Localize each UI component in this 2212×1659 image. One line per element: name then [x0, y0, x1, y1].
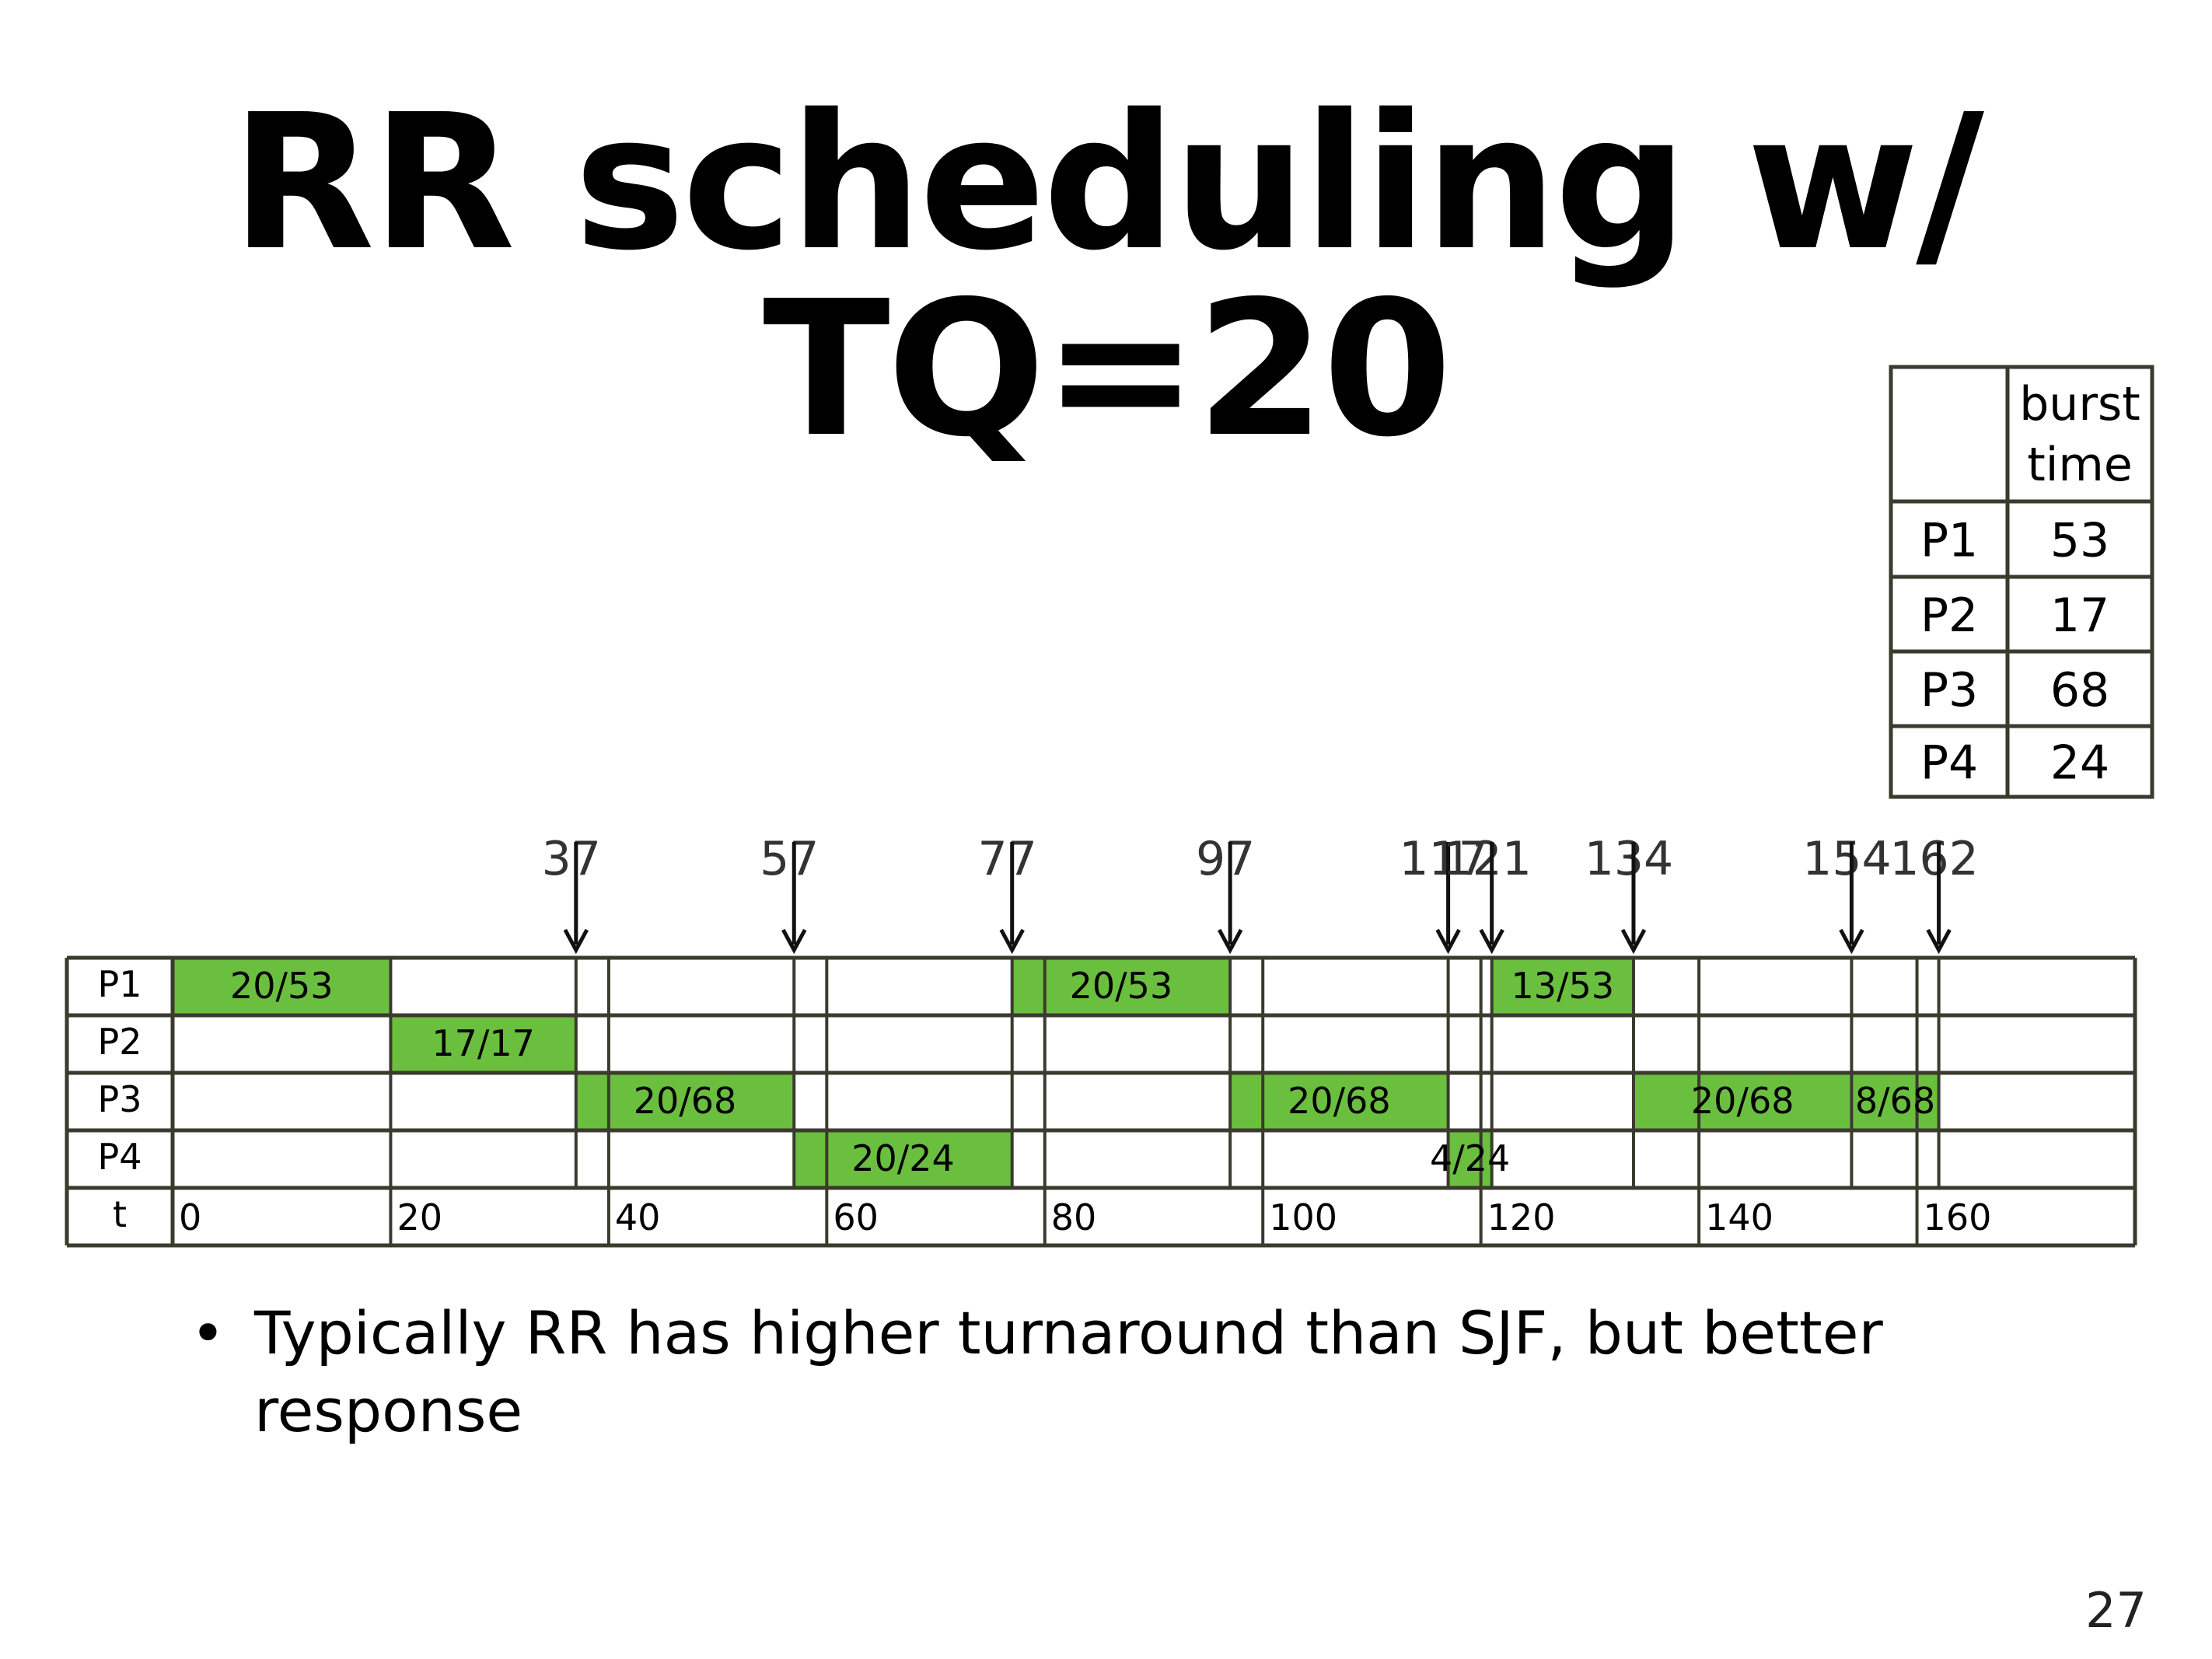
gantt-segment-label: 20/24 [851, 1137, 955, 1179]
gantt-segment [1633, 1073, 1852, 1130]
burst-table-process: P4 [1920, 736, 1978, 791]
gantt-marker-arrowhead [1926, 928, 1952, 955]
gantt-marker-arrowhead [563, 928, 589, 955]
gantt-segment [794, 1130, 1012, 1188]
gantt-segment [1851, 1073, 1939, 1130]
gantt-segment-label: 20/68 [634, 1080, 737, 1122]
gantt-tick-label: 100 [1269, 1196, 1337, 1238]
gantt-segment [1448, 1130, 1492, 1188]
gantt-marker-arrowhead [999, 928, 1025, 955]
gantt-tick-label: 0 [179, 1196, 201, 1238]
burst-table-frame [1889, 365, 2154, 799]
gantt-segment [575, 1073, 795, 1130]
gantt-row-label: P1 [97, 963, 142, 1005]
gantt-tick-label: 120 [1487, 1196, 1556, 1238]
gantt-row-label: P3 [97, 1078, 142, 1120]
burst-table-burst: 53 [2050, 514, 2109, 568]
gantt-segment-label: 4/24 [1430, 1137, 1510, 1179]
gantt-tick-label: 40 [615, 1196, 661, 1238]
gantt-marker-label: 57 [760, 832, 819, 886]
gantt-segment [173, 958, 391, 1015]
burst-table-header: burst [2019, 377, 2140, 431]
burst-table-burst: 68 [2050, 663, 2109, 718]
bullet-text: Typically RR has higher turnaround than … [254, 1298, 1883, 1445]
gantt-segment-label: 20/53 [230, 965, 334, 1007]
gantt-marker-label: 162 [1889, 832, 1979, 886]
burst-table-header: time [2027, 438, 2133, 492]
gantt-tick-label: 60 [833, 1196, 879, 1238]
gantt-marker-arrowhead [781, 928, 807, 955]
gantt-marker-arrowhead [1620, 928, 1647, 955]
gantt-row-label: P2 [97, 1021, 142, 1063]
gantt-marker-label: 77 [978, 832, 1037, 886]
gantt-marker-label: 117 [1399, 832, 1488, 886]
gantt-segment-label: 20/53 [1070, 965, 1173, 1007]
gantt-marker-label: 134 [1585, 832, 1674, 886]
burst-table-process: P3 [1920, 663, 1978, 718]
gantt-marker-arrowhead [1479, 928, 1504, 955]
gantt-segment-label: 13/53 [1511, 965, 1615, 1007]
burst-table-burst: 17 [2050, 589, 2109, 643]
gantt-marker-label: 37 [542, 832, 601, 886]
gantt-marker-label: 154 [1802, 832, 1892, 886]
gantt-marker-label: 97 [1196, 832, 1255, 886]
gantt-tick-label: 20 [397, 1196, 442, 1238]
gantt-marker-arrowhead [1217, 928, 1243, 955]
gantt-segment-label: 17/17 [432, 1022, 535, 1064]
gantt-row-label: P4 [97, 1136, 142, 1178]
gantt-marker-label: 121 [1442, 832, 1532, 886]
gantt-segment [1230, 1073, 1448, 1130]
gantt-segment-label: 8/68 [1855, 1080, 1935, 1122]
gantt-marker-arrowhead [1435, 928, 1461, 955]
burst-table-process: P2 [1920, 589, 1978, 643]
slide-title: RR scheduling w/ TQ=20 [231, 74, 1984, 478]
gantt-tick-label: 80 [1051, 1196, 1097, 1238]
bullet-icon: • [190, 1298, 225, 1367]
gantt-segment [390, 1015, 576, 1073]
page-number: 27 [2085, 1582, 2147, 1639]
gantt-marker-arrowhead [1839, 928, 1864, 955]
burst-table-process: P1 [1920, 514, 1978, 568]
gantt-segment [1491, 958, 1634, 1015]
gantt-tick-label: 160 [1924, 1196, 1992, 1238]
gantt-segment-label: 20/68 [1691, 1080, 1794, 1122]
burst-table-burst: 24 [2050, 736, 2109, 791]
gantt-segment-label: 20/68 [1288, 1080, 1391, 1122]
gantt-segment [1012, 958, 1231, 1015]
gantt-time-label: t [113, 1193, 127, 1235]
gantt-tick-label: 140 [1705, 1196, 1773, 1238]
